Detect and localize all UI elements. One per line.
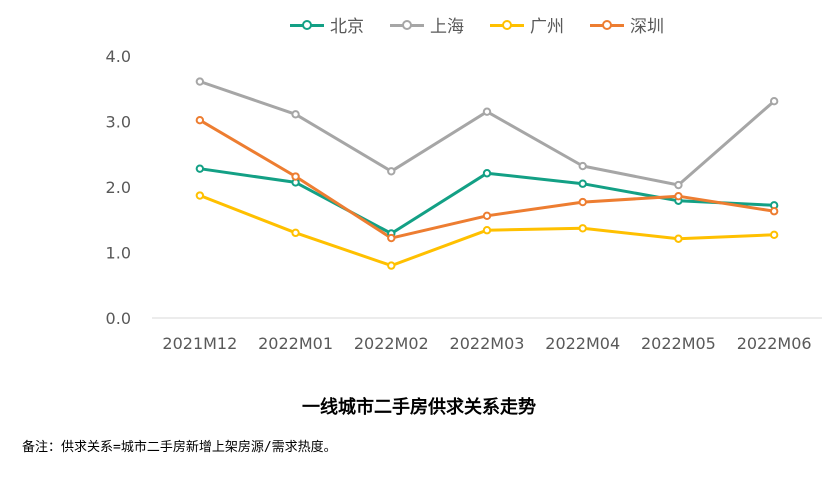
footnote: 备注：供求关系=城市二手房新增上架房源/需求热度。 xyxy=(22,440,337,455)
data-point-guangzhou-2022m05 xyxy=(674,234,683,243)
data-point-guangzhou-2021m12 xyxy=(195,191,205,200)
x-tick-label-2022m01: 2022M01 xyxy=(258,334,333,353)
legend-swatch-shanghai xyxy=(390,18,424,32)
data-point-guangzhou-2022m01 xyxy=(291,228,300,238)
data-point-shanghai-2022m05 xyxy=(674,180,683,190)
data-point-shenzhen-2022m04 xyxy=(578,197,587,207)
data-point-beijing-2022m04 xyxy=(578,179,587,188)
data-point-guangzhou-2022m03 xyxy=(482,226,492,235)
data-point-shanghai-2022m02 xyxy=(387,167,396,176)
x-tick-label-2022m02: 2022M02 xyxy=(354,334,429,353)
y-tick-label-1: 1.0 xyxy=(106,244,131,263)
data-point-shanghai-2022m06 xyxy=(769,96,779,106)
legend-label-guangzhou: 广州 xyxy=(530,17,564,37)
chart-series-markers xyxy=(195,77,779,270)
chart-title: 一线城市二手房供求关系走势 xyxy=(302,397,536,418)
data-point-shenzhen-2022m05 xyxy=(674,191,683,201)
data-point-beijing-2021m12 xyxy=(195,164,205,173)
legend-label-beijing: 北京 xyxy=(330,17,364,37)
data-point-shenzhen-2021m12 xyxy=(195,115,205,125)
chart-legend: 北京 上海 广州 深圳 xyxy=(290,12,664,37)
legend-item-shanghai: 上海 xyxy=(390,12,464,37)
legend-label-shanghai: 上海 xyxy=(430,17,464,37)
x-tick-label-2022m03: 2022M03 xyxy=(450,334,525,353)
data-point-guangzhou-2022m02 xyxy=(387,261,396,270)
series-line-shenzhen xyxy=(198,118,776,240)
data-point-beijing-2022m03 xyxy=(482,169,492,178)
legend-item-shenzhen: 深圳 xyxy=(590,12,664,37)
data-point-shanghai-2021m12 xyxy=(195,77,205,86)
data-point-shanghai-2022m01 xyxy=(291,110,300,119)
data-point-shenzhen-2022m02 xyxy=(387,233,396,243)
x-tick-label-2022m06: 2022M06 xyxy=(737,334,812,353)
data-point-guangzhou-2022m04 xyxy=(578,224,587,233)
x-tick-label-2022m04: 2022M04 xyxy=(545,334,620,353)
data-point-shenzhen-2022m06 xyxy=(769,207,779,216)
data-point-shenzhen-2022m01 xyxy=(291,172,300,181)
x-tick-label-2021m12: 2021M12 xyxy=(162,334,237,353)
y-tick-label-4: 4.0 xyxy=(106,47,131,66)
legend-item-beijing: 北京 xyxy=(290,12,364,37)
y-tick-label-0: 0.0 xyxy=(106,309,131,328)
y-tick-label-3: 3.0 xyxy=(106,113,131,132)
y-tick-label-2: 2.0 xyxy=(106,178,131,197)
legend-label-shenzhen: 深圳 xyxy=(630,17,664,37)
legend-swatch-beijing xyxy=(290,18,324,32)
x-tick-label-2022m05: 2022M05 xyxy=(641,334,716,353)
chart-axes: 0.0 1.0 2.0 3.0 4.0 2021M12 2022M01 2022M02 2022… xyxy=(106,47,822,353)
data-point-guangzhou-2022m06 xyxy=(769,230,779,240)
data-point-shanghai-2022m04 xyxy=(578,161,587,171)
legend-swatch-shenzhen xyxy=(590,18,624,32)
data-point-shenzhen-2022m03 xyxy=(482,211,492,221)
legend-item-guangzhou: 广州 xyxy=(490,12,564,37)
data-point-shanghai-2022m03 xyxy=(482,107,492,116)
legend-swatch-guangzhou xyxy=(490,18,524,32)
